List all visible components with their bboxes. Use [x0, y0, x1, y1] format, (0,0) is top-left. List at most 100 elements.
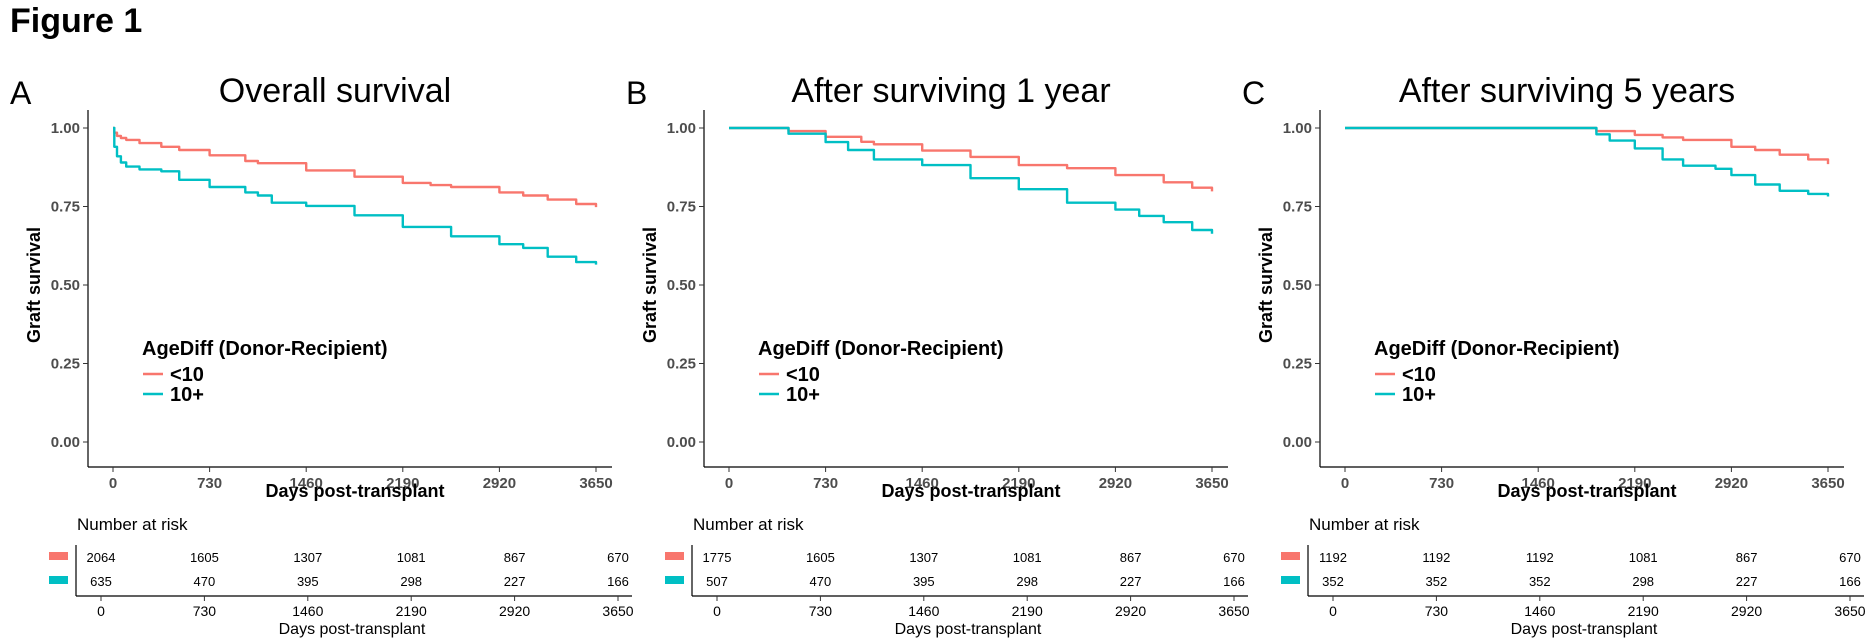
y-tick-label: 0.25	[1283, 356, 1312, 373]
panel-letter: A	[10, 75, 32, 111]
y-axis-label: Graft survival	[1256, 227, 1276, 343]
risk-table-value: 166	[607, 574, 629, 589]
legend-label: <10	[1402, 364, 1436, 386]
risk-table-value: 298	[1016, 574, 1038, 589]
x-tick-label: 3650	[1195, 475, 1228, 492]
risk-x-tick-label: 2190	[1012, 603, 1043, 619]
risk-table-value: 1081	[1013, 550, 1042, 565]
x-tick-label: 2920	[1715, 475, 1748, 492]
legend-label: 10+	[786, 384, 820, 406]
risk-table-value: 1307	[909, 550, 938, 565]
risk-table-value: 1192	[1319, 550, 1347, 565]
risk-row-swatch	[49, 552, 68, 560]
risk-x-tick-label: 0	[713, 603, 721, 619]
panel-title: After surviving 1 year	[791, 72, 1110, 110]
risk-x-tick-label: 3650	[1218, 603, 1249, 619]
panel-title: Overall survival	[219, 72, 451, 110]
series-line-10plus	[113, 126, 598, 265]
panel-title: After surviving 5 years	[1399, 72, 1735, 110]
y-tick-label: 0.00	[1283, 434, 1312, 451]
x-tick-label: 2920	[483, 475, 516, 492]
risk-x-tick-label: 2190	[1628, 603, 1659, 619]
legend-title: AgeDiff (Donor-Recipient)	[1374, 338, 1620, 360]
x-axis-label: Days post-transplant	[881, 481, 1060, 501]
y-tick-label: 1.00	[1283, 120, 1312, 137]
legend-title: AgeDiff (Donor-Recipient)	[142, 338, 388, 360]
legend-label: <10	[170, 364, 204, 386]
risk-x-tick-label: 0	[1329, 603, 1337, 619]
risk-table-x-label: Days post-transplant	[895, 621, 1042, 638]
risk-row-swatch	[49, 576, 68, 584]
risk-table-title: Number at risk	[693, 515, 804, 534]
risk-x-tick-label: 730	[193, 603, 217, 619]
risk-x-tick-label: 730	[1425, 603, 1449, 619]
y-tick-label: 0.25	[667, 356, 696, 373]
risk-table-value: 1192	[1526, 550, 1554, 565]
x-tick-label: 3650	[579, 475, 612, 492]
y-tick-label: 0.50	[667, 277, 696, 294]
y-axis-label: Graft survival	[24, 227, 44, 343]
y-tick-label: 0.50	[51, 277, 80, 294]
series-line-10plus	[729, 126, 1214, 234]
risk-table-value: 670	[607, 550, 629, 565]
x-tick-label: 2920	[1099, 475, 1132, 492]
x-tick-label: 730	[813, 475, 838, 492]
risk-x-tick-label: 2920	[1731, 603, 1762, 619]
risk-table-value: 227	[1120, 574, 1142, 589]
legend-label: <10	[786, 364, 820, 386]
y-tick-label: 1.00	[51, 120, 80, 137]
x-tick-label: 1460	[906, 475, 939, 492]
y-tick-label: 0.00	[51, 434, 80, 451]
x-tick-label: 2190	[1618, 475, 1651, 492]
risk-table-value: 352	[1529, 574, 1551, 589]
risk-table-x-label: Days post-transplant	[1511, 621, 1658, 638]
risk-table-value: 470	[810, 574, 832, 589]
risk-row-swatch	[1281, 576, 1300, 584]
panel-letter: B	[626, 75, 647, 111]
x-tick-label: 0	[109, 475, 117, 492]
series-line-lt10	[729, 126, 1214, 192]
legend-label: 10+	[170, 384, 204, 406]
risk-x-tick-label: 1460	[908, 603, 939, 619]
risk-table-value: 1605	[190, 550, 219, 565]
risk-table-value: 352	[1426, 574, 1448, 589]
risk-table-value: 395	[297, 574, 319, 589]
risk-table-value: 470	[194, 574, 216, 589]
risk-table-value: 166	[1223, 574, 1245, 589]
risk-row-swatch	[665, 576, 684, 584]
risk-table-value: 298	[1632, 574, 1654, 589]
risk-x-tick-label: 1460	[1524, 603, 1555, 619]
risk-table-value: 2064	[87, 550, 116, 565]
risk-row-swatch	[1281, 552, 1300, 560]
series-line-lt10	[113, 126, 598, 208]
legend-label: 10+	[1402, 384, 1436, 406]
risk-table-value: 635	[90, 574, 112, 589]
x-tick-label: 730	[197, 475, 222, 492]
risk-x-tick-label: 1460	[292, 603, 323, 619]
risk-row-swatch	[665, 552, 684, 560]
x-tick-label: 0	[725, 475, 733, 492]
y-tick-label: 1.00	[667, 120, 696, 137]
risk-table-value: 166	[1839, 574, 1861, 589]
risk-table-value: 395	[913, 574, 935, 589]
risk-x-tick-label: 2920	[1115, 603, 1146, 619]
risk-table-value: 1307	[293, 550, 322, 565]
series-line-lt10	[1345, 126, 1830, 165]
risk-table-value: 670	[1223, 550, 1245, 565]
risk-table-value: 352	[1322, 574, 1344, 589]
risk-x-tick-label: 2190	[396, 603, 427, 619]
x-tick-label: 1460	[1522, 475, 1555, 492]
x-tick-label: 730	[1429, 475, 1454, 492]
risk-table-value: 867	[1120, 550, 1142, 565]
risk-table-value: 867	[504, 550, 526, 565]
risk-table-title: Number at risk	[77, 515, 188, 534]
risk-table-value: 507	[706, 574, 728, 589]
y-tick-label: 0.75	[667, 199, 696, 216]
y-tick-label: 0.25	[51, 356, 80, 373]
series-line-10plus	[1345, 126, 1830, 197]
risk-x-tick-label: 3650	[602, 603, 633, 619]
x-tick-label: 2190	[1002, 475, 1035, 492]
y-tick-label: 0.75	[51, 199, 80, 216]
risk-table-value: 1192	[1422, 550, 1450, 565]
